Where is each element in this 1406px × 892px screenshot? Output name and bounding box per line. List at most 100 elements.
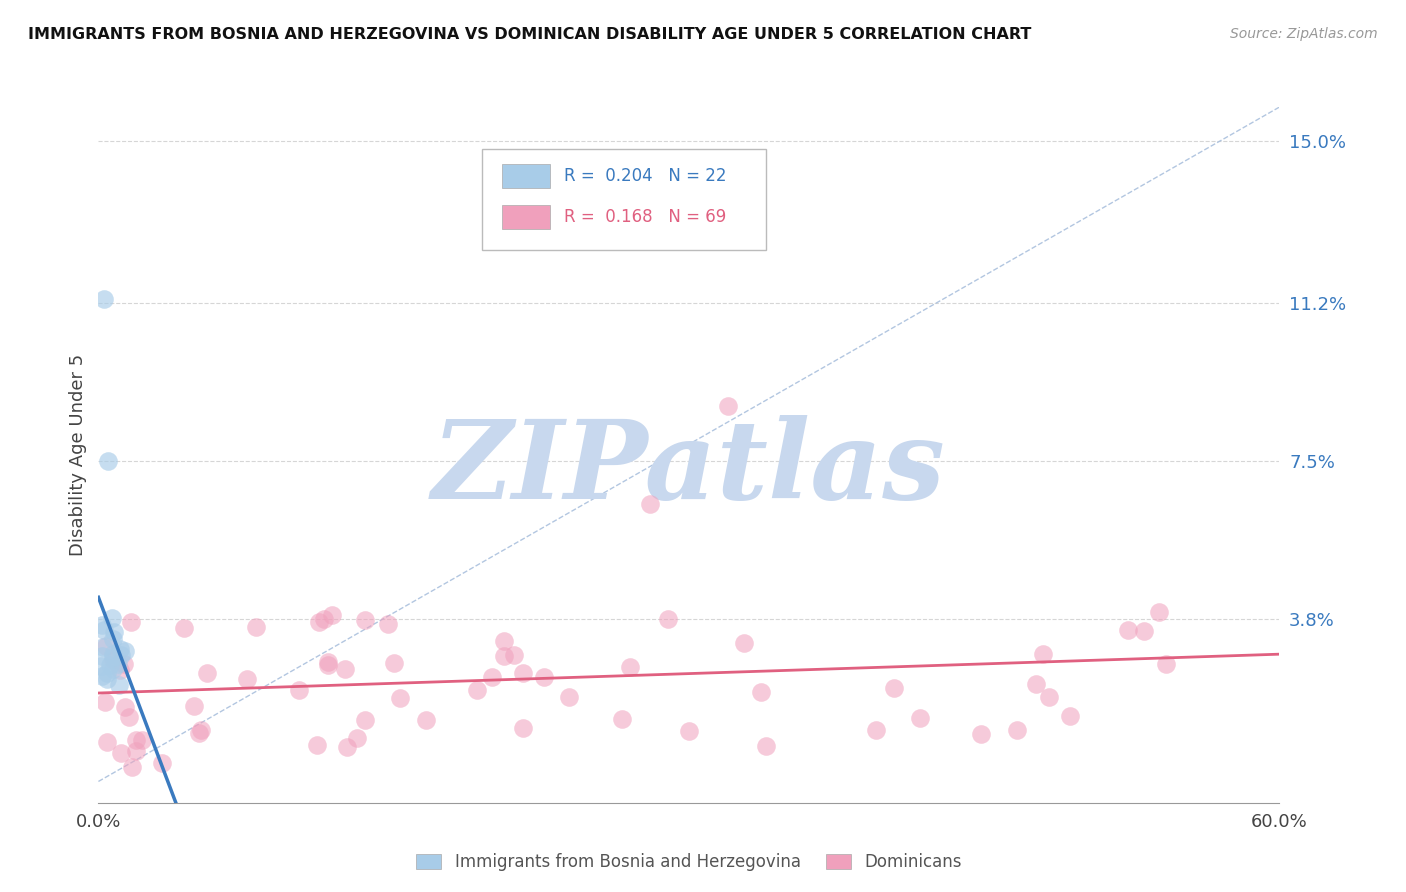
Point bbox=[354, 713, 377, 727]
Point bbox=[94, 639, 117, 653]
Point bbox=[93, 292, 115, 306]
Point bbox=[638, 497, 661, 511]
Point bbox=[103, 632, 125, 646]
Point bbox=[90, 659, 112, 673]
Legend: Immigrants from Bosnia and Herzegovina, Dominicans: Immigrants from Bosnia and Herzegovina, … bbox=[409, 847, 969, 878]
Point bbox=[492, 634, 515, 648]
Point bbox=[346, 731, 368, 745]
Point bbox=[96, 672, 118, 686]
Point bbox=[188, 726, 211, 740]
Point bbox=[101, 662, 124, 676]
Point bbox=[503, 648, 526, 662]
Point bbox=[107, 657, 129, 672]
Point bbox=[382, 657, 405, 671]
Point bbox=[110, 642, 132, 657]
Text: ZIPatlas: ZIPatlas bbox=[432, 415, 946, 523]
Point bbox=[125, 743, 148, 757]
FancyBboxPatch shape bbox=[482, 149, 766, 250]
Point bbox=[1025, 676, 1047, 690]
Point bbox=[103, 653, 125, 667]
Point bbox=[98, 657, 121, 672]
Point bbox=[377, 617, 399, 632]
Point bbox=[1132, 624, 1154, 639]
Point bbox=[494, 649, 516, 664]
Text: Source: ZipAtlas.com: Source: ZipAtlas.com bbox=[1230, 27, 1378, 41]
Bar bbox=[502, 205, 550, 229]
Point bbox=[91, 669, 114, 683]
Point bbox=[103, 650, 125, 665]
Point bbox=[533, 670, 555, 684]
Point bbox=[114, 700, 136, 714]
Point bbox=[195, 665, 218, 680]
Point bbox=[150, 756, 173, 770]
Point bbox=[751, 685, 773, 699]
Point bbox=[1118, 623, 1140, 637]
Point bbox=[333, 662, 356, 676]
Point bbox=[388, 690, 411, 705]
Point bbox=[558, 690, 581, 705]
Point bbox=[96, 735, 118, 749]
Text: IMMIGRANTS FROM BOSNIA AND HERZEGOVINA VS DOMINICAN DISABILITY AGE UNDER 5 CORRE: IMMIGRANTS FROM BOSNIA AND HERZEGOVINA V… bbox=[28, 27, 1032, 42]
Point bbox=[101, 647, 124, 661]
Point bbox=[657, 612, 679, 626]
Point bbox=[308, 615, 330, 629]
Point bbox=[465, 682, 488, 697]
Point bbox=[336, 740, 359, 755]
Point bbox=[1147, 605, 1170, 619]
Point bbox=[883, 681, 905, 695]
Point bbox=[1032, 647, 1054, 661]
Point bbox=[678, 723, 700, 738]
Point bbox=[110, 746, 132, 760]
Point bbox=[118, 710, 141, 724]
Point bbox=[512, 665, 534, 680]
Point bbox=[183, 698, 205, 713]
Point bbox=[245, 620, 267, 634]
Point bbox=[91, 617, 114, 632]
Point bbox=[415, 713, 437, 727]
Point bbox=[93, 624, 115, 638]
Point bbox=[865, 723, 887, 738]
Bar bbox=[502, 163, 550, 188]
Point bbox=[108, 663, 131, 677]
Point bbox=[190, 723, 212, 737]
Text: R =  0.204   N = 22: R = 0.204 N = 22 bbox=[564, 167, 727, 185]
Y-axis label: Disability Age Under 5: Disability Age Under 5 bbox=[69, 354, 87, 556]
Point bbox=[1059, 709, 1081, 723]
Point bbox=[235, 672, 257, 686]
Point bbox=[112, 657, 135, 672]
Point bbox=[288, 682, 311, 697]
Point bbox=[1038, 690, 1060, 704]
Text: R =  0.168   N = 69: R = 0.168 N = 69 bbox=[564, 208, 725, 226]
Point bbox=[91, 649, 114, 664]
Point bbox=[321, 607, 343, 622]
Point bbox=[103, 625, 125, 640]
Point bbox=[114, 644, 136, 658]
Point bbox=[970, 727, 993, 741]
Point bbox=[512, 721, 534, 735]
Point bbox=[314, 612, 336, 626]
Point bbox=[353, 613, 375, 627]
Point bbox=[125, 733, 148, 747]
Point bbox=[96, 665, 118, 680]
Point bbox=[131, 733, 153, 747]
Point bbox=[91, 640, 114, 655]
Point bbox=[318, 658, 340, 673]
Point bbox=[173, 621, 195, 635]
Point bbox=[733, 636, 755, 650]
Point bbox=[619, 659, 641, 673]
Point bbox=[121, 759, 143, 773]
Point bbox=[316, 656, 339, 670]
Point bbox=[717, 399, 740, 413]
Point bbox=[481, 670, 503, 684]
Point bbox=[110, 648, 132, 663]
Point bbox=[97, 454, 120, 468]
Point bbox=[910, 711, 932, 725]
Point bbox=[305, 738, 328, 752]
Point bbox=[108, 678, 131, 692]
Point bbox=[94, 695, 117, 709]
Point bbox=[755, 739, 778, 753]
Point bbox=[120, 615, 142, 629]
Point bbox=[100, 611, 122, 625]
Point bbox=[1007, 723, 1029, 737]
Point bbox=[1156, 657, 1178, 671]
